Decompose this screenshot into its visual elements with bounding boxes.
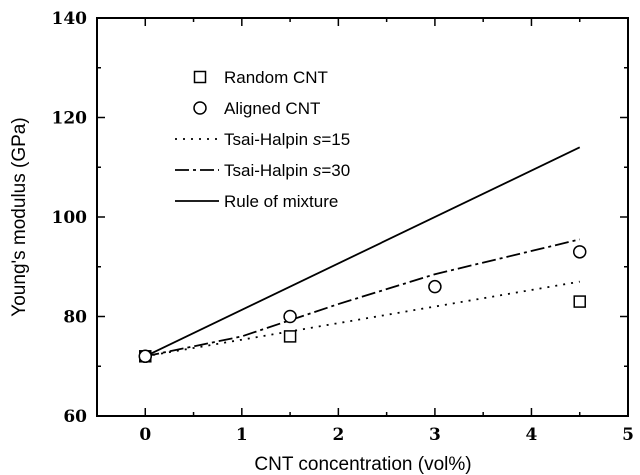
y-tick-label: 60 (63, 407, 87, 427)
legend-label: Rule of mixture (224, 192, 338, 211)
x-tick-label: 1 (236, 425, 248, 445)
tick-labels: 0 1 2 3 4 5 60 80 100 120 140 (52, 9, 634, 445)
data-point-circle (428, 279, 442, 294)
y-tick-label: 100 (52, 208, 88, 228)
series-line (145, 280, 580, 358)
legend-label: Random CNT (224, 68, 328, 87)
legend-label: Aligned CNT (224, 99, 320, 118)
plot-border (96, 17, 629, 417)
series-lines (144, 146, 581, 358)
x-tick-label: 3 (429, 425, 441, 445)
data-point-circle (138, 349, 153, 364)
data-point-square (283, 330, 297, 343)
data-point-square (573, 295, 586, 308)
data-point-circle (572, 245, 587, 259)
axis-ticks (96, 17, 629, 417)
y-tick-label: 140 (52, 9, 88, 29)
series-line (144, 146, 581, 358)
plot-frame (96, 17, 629, 417)
data-point-circle (283, 309, 297, 324)
y-tick-label: 80 (63, 308, 87, 328)
y-tick-label: 120 (52, 109, 88, 129)
series-line (145, 238, 580, 358)
legend-marker-square (193, 70, 207, 84)
series-points (138, 245, 587, 364)
x-tick-label: 4 (526, 425, 538, 445)
x-tick-label: 0 (139, 425, 151, 445)
legend-marker-circle (193, 101, 207, 115)
x-tick-label: 2 (332, 425, 344, 445)
legend-label: Tsai-Halpin s=30 (224, 161, 350, 180)
legend-label: Tsai-Halpin s=15 (224, 130, 350, 149)
x-axis-label: CNT concentration (vol%) (254, 454, 471, 475)
y-axis-label: Young's modulus (GPa) (9, 117, 30, 316)
x-tick-label: 5 (622, 425, 634, 445)
legend: Random CNT Aligned CNT Tsai-Halpin s=15 Tsa… (175, 68, 350, 211)
